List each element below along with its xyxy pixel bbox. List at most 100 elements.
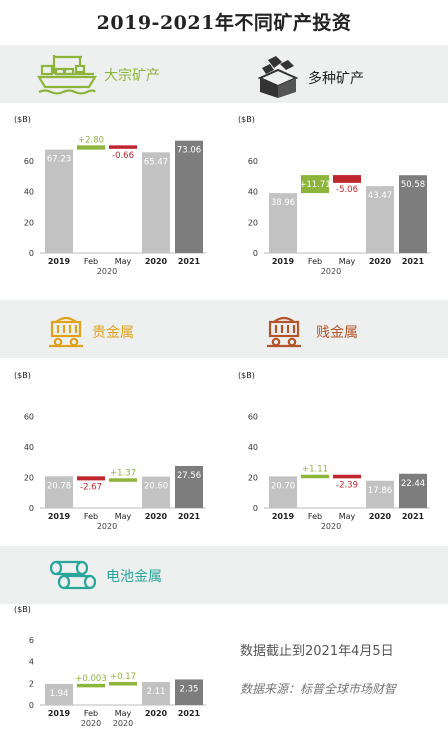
x-sub-label: 2020	[113, 719, 133, 728]
y-tick-label: 4	[29, 658, 34, 667]
x-tick-label: May	[339, 257, 356, 266]
bar-Feb-change	[77, 683, 105, 688]
bar-2020	[142, 152, 170, 253]
bar-Feb-change	[301, 474, 329, 479]
bar-value-label: 1.94	[50, 689, 69, 699]
y-tick-label: 0	[29, 504, 34, 513]
x-sub-label: 2020	[97, 267, 117, 276]
bar-value-label: 43.47	[368, 191, 392, 201]
x-tick-label: 2019	[272, 257, 295, 266]
bar-value-label: 2.35	[180, 684, 199, 694]
bar-2021	[175, 140, 203, 253]
ore-cart-icon	[266, 312, 302, 352]
x-sub-label: 2020	[321, 522, 341, 531]
x-tick-label: 2019	[48, 257, 71, 266]
x-tick-label: 2019	[272, 512, 295, 521]
x-tick-label: 2021	[178, 512, 201, 521]
y-tick-label: 0	[29, 701, 34, 710]
bar-May-change	[109, 682, 137, 686]
y-axis-label: ($B)	[14, 371, 31, 380]
section-label-bulk: 大宗矿产	[104, 68, 160, 84]
x-tick-label: Feb	[308, 257, 322, 266]
data-source-note: 数据来源：标普全球市场财智	[240, 682, 397, 696]
x-tick-label: 2020	[369, 512, 392, 521]
change-value-label: -5.06	[336, 185, 358, 195]
bar-value-label: 65.47	[144, 157, 168, 167]
y-tick-label: 20	[248, 218, 258, 227]
bar-2021	[175, 465, 203, 508]
data-cutoff-note: 数据截止到2021年4月5日	[240, 644, 394, 659]
x-tick-label: 2019	[48, 709, 71, 718]
bar-value-label: 17.86	[368, 486, 392, 496]
bar-value-label: 22.44	[401, 479, 425, 489]
x-tick-label: 2019	[48, 512, 71, 521]
section-label-base-metal: 贱金属	[316, 325, 358, 341]
bar-Feb-change	[77, 476, 105, 481]
bar-value-label: 67.23	[47, 155, 71, 165]
y-tick-label: 20	[248, 474, 258, 483]
change-value-label: +1.11	[302, 465, 328, 475]
bar-value-label: 20.60	[144, 482, 168, 492]
section-label-diversified: 多种矿产	[308, 71, 364, 87]
x-tick-label: Feb	[84, 512, 98, 521]
x-tick-label: 2020	[145, 709, 168, 718]
chart-battery: ($B)02461.942019+0.003Feb2020+0.17May202…	[14, 605, 206, 728]
bar-value-label: 50.58	[401, 180, 425, 190]
change-value-label: +0.003	[75, 674, 106, 684]
change-value-label: -2.67	[80, 482, 102, 492]
bar-value-label: 20.78	[47, 481, 71, 491]
page-title: 2019-2021年不同矿产投资	[96, 12, 352, 34]
bar-May-change	[333, 474, 361, 479]
bar-2019	[269, 193, 297, 253]
x-tick-label: May	[339, 512, 356, 521]
y-tick-label: 0	[253, 504, 258, 513]
bar-value-label: 2.11	[147, 687, 166, 697]
x-sub-label: 2020	[81, 719, 101, 728]
y-tick-label: 40	[24, 443, 34, 452]
change-value-label: -0.66	[112, 151, 134, 161]
x-tick-label: 2021	[402, 512, 425, 521]
y-axis-label: ($B)	[238, 371, 255, 380]
bar-value-label: 73.06	[177, 146, 201, 156]
section-label-precious: 贵金属	[92, 325, 134, 341]
bar-2019	[45, 476, 73, 508]
x-tick-label: 2021	[402, 257, 425, 266]
cargo-ship-icon	[36, 52, 98, 100]
bar-2021	[399, 473, 427, 508]
x-tick-label: 2020	[145, 512, 168, 521]
bar-value-label: 27.56	[177, 471, 201, 481]
x-tick-label: 2020	[145, 257, 168, 266]
ore-cart-gold-icon	[48, 312, 84, 352]
pipes-icon	[48, 556, 100, 596]
chart-precious: ($B)020406020.782019-2.67Feb2020+1.37May…	[14, 371, 206, 531]
y-tick-label: 20	[24, 474, 34, 483]
y-tick-label: 60	[248, 157, 258, 166]
y-axis-label: ($B)	[238, 115, 255, 124]
bar-May-change	[333, 175, 361, 183]
chart-diversified: ($B)020406038.962019+11.71Feb2020-5.06Ma…	[238, 115, 430, 276]
x-sub-label: 2020	[321, 267, 341, 276]
x-sub-label: 2020	[97, 522, 117, 531]
x-tick-label: May	[115, 709, 132, 718]
y-axis-label: ($B)	[14, 605, 31, 614]
x-tick-label: 2021	[178, 257, 201, 266]
change-value-label: +0.17	[110, 672, 136, 682]
y-tick-label: 40	[24, 188, 34, 197]
y-tick-label: 40	[248, 443, 258, 452]
change-value-label: +2.80	[78, 135, 104, 145]
bar-Feb-change	[301, 175, 329, 194]
section-label-battery: 电池金属	[106, 569, 162, 585]
bar-2020	[142, 682, 170, 705]
x-tick-label: 2020	[369, 257, 392, 266]
bar-May-change	[109, 145, 137, 149]
x-tick-label: Feb	[84, 709, 98, 718]
bar-2020	[366, 186, 394, 253]
y-tick-label: 60	[24, 413, 34, 422]
x-tick-label: Feb	[308, 512, 322, 521]
x-tick-label: May	[115, 512, 132, 521]
bar-2021	[399, 175, 427, 253]
ore-box-icon	[256, 54, 300, 102]
y-tick-label: 0	[253, 249, 258, 258]
change-value-label: +11.71	[299, 180, 330, 190]
